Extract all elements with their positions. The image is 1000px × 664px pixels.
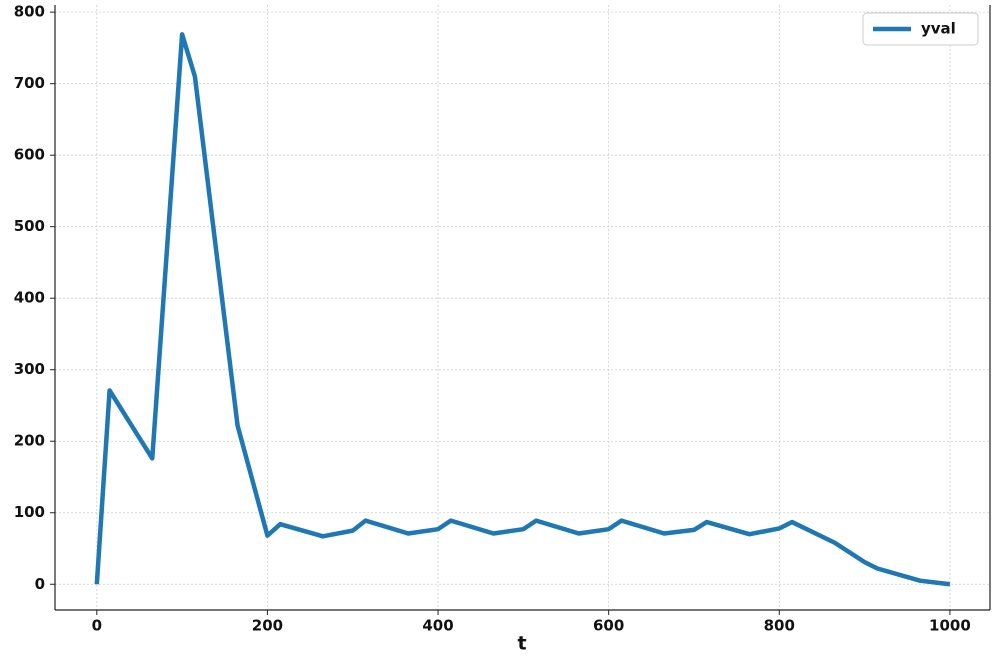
- y-tick-label: 500: [14, 217, 45, 235]
- x-tick-label: 800: [764, 617, 795, 635]
- legend-label: yval: [921, 20, 956, 38]
- y-tick-label: 400: [14, 289, 45, 307]
- y-tick-label: 800: [14, 3, 45, 21]
- data-line: [94, 32, 951, 587]
- legend-box: [862, 12, 979, 46]
- legend: yval: [862, 12, 979, 46]
- y-tick-label: 600: [14, 146, 45, 164]
- y-tick-label: 100: [14, 503, 45, 521]
- x-tick-label: 200: [252, 617, 283, 635]
- x-tick-label: 400: [422, 617, 453, 635]
- x-axis-label: t: [517, 633, 526, 655]
- x-tick-label: 0: [92, 617, 102, 635]
- x-tick-label: 1000: [929, 617, 971, 635]
- x-tick-label: 600: [593, 617, 624, 635]
- y-tick-label: 300: [14, 360, 45, 378]
- y-tick-label: 0: [35, 575, 45, 593]
- y-tick-label: 200: [14, 432, 45, 450]
- y-tick-label: 700: [14, 74, 45, 92]
